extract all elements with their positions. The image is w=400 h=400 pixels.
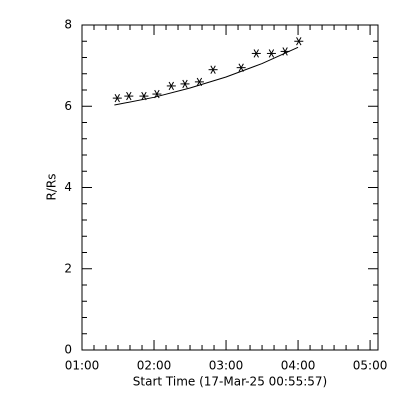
- y-tick-label: 2: [64, 261, 72, 275]
- x-tick-label: 05:00: [353, 359, 388, 373]
- x-tick-label: 01:00: [65, 359, 100, 373]
- y-tick-label: 8: [64, 18, 72, 32]
- data-point: [208, 65, 218, 74]
- y-axis-label: R/Rs: [45, 174, 59, 201]
- asterisk-stroke: [210, 65, 216, 74]
- asterisk-stroke: [168, 81, 174, 91]
- data-point: [124, 91, 134, 101]
- asterisk-stroke: [282, 47, 288, 56]
- data-point: [266, 49, 276, 58]
- data-point: [180, 79, 190, 89]
- data-point: [166, 81, 176, 91]
- data-point: [294, 37, 304, 46]
- plot-frame: [81, 24, 379, 351]
- asterisk-stroke: [141, 91, 147, 101]
- asterisk-stroke: [296, 37, 302, 46]
- x-tick-label: 03:00: [209, 359, 244, 373]
- x-tick-label: 04:00: [281, 359, 316, 373]
- x-tick-label: 02:00: [137, 359, 172, 373]
- asterisk-stroke: [238, 63, 244, 72]
- data-point: [139, 91, 149, 101]
- asterisk-stroke: [126, 91, 132, 101]
- asterisk-stroke: [182, 79, 188, 89]
- data-point: [194, 77, 204, 87]
- asterisk-stroke: [268, 49, 275, 58]
- y-tick-label: 0: [64, 343, 72, 357]
- data-point: [152, 89, 162, 99]
- asterisk-stroke: [253, 49, 259, 58]
- y-tick-label: 6: [64, 99, 72, 113]
- asterisk-stroke: [114, 93, 120, 103]
- x-axis-label: Start Time (17-Mar-25 00:55:57): [133, 375, 327, 389]
- y-tick-label: 4: [64, 180, 72, 194]
- data-point: [251, 49, 261, 58]
- data-point: [236, 63, 246, 72]
- data-point: [112, 93, 122, 103]
- data-point: [280, 47, 290, 56]
- asterisk-stroke: [196, 77, 203, 87]
- asterisk-stroke: [154, 89, 160, 99]
- fit-line: [114, 46, 299, 106]
